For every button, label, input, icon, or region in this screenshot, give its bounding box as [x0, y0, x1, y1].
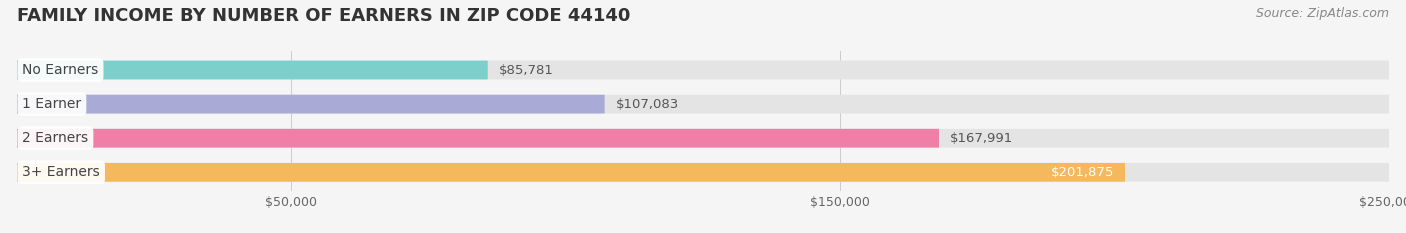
FancyBboxPatch shape — [17, 61, 488, 79]
Text: 1 Earner: 1 Earner — [22, 97, 82, 111]
Text: $107,083: $107,083 — [616, 98, 679, 111]
FancyBboxPatch shape — [17, 95, 1389, 113]
Text: 3+ Earners: 3+ Earners — [22, 165, 100, 179]
FancyBboxPatch shape — [17, 129, 939, 147]
Text: $167,991: $167,991 — [950, 132, 1014, 145]
FancyBboxPatch shape — [17, 95, 605, 113]
Text: No Earners: No Earners — [22, 63, 98, 77]
FancyBboxPatch shape — [17, 129, 1389, 147]
Text: Source: ZipAtlas.com: Source: ZipAtlas.com — [1256, 7, 1389, 20]
Text: 2 Earners: 2 Earners — [22, 131, 89, 145]
FancyBboxPatch shape — [17, 163, 1125, 182]
Text: $201,875: $201,875 — [1050, 166, 1114, 179]
FancyBboxPatch shape — [17, 61, 1389, 79]
Text: $85,781: $85,781 — [499, 64, 554, 76]
Text: FAMILY INCOME BY NUMBER OF EARNERS IN ZIP CODE 44140: FAMILY INCOME BY NUMBER OF EARNERS IN ZI… — [17, 7, 630, 25]
FancyBboxPatch shape — [17, 163, 1389, 182]
